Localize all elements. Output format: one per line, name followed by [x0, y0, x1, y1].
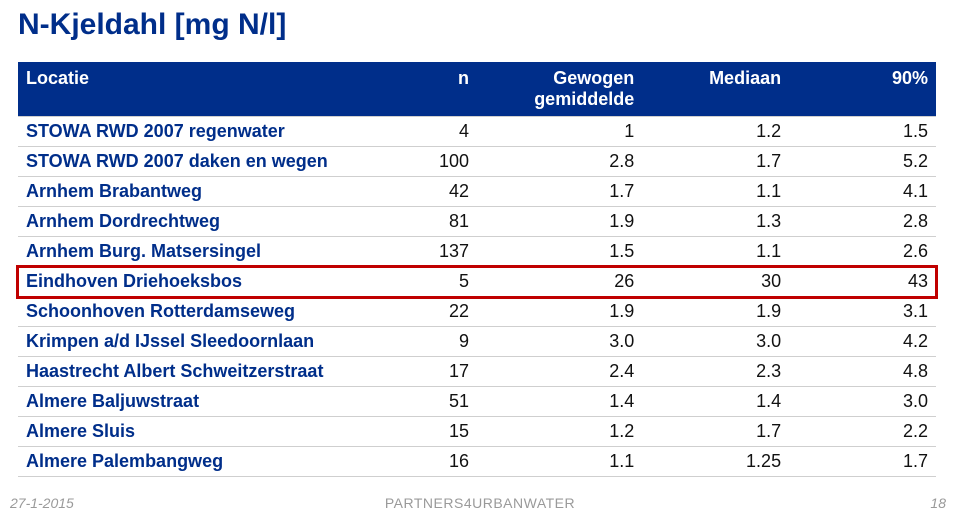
cell-p90: 5.2 — [789, 147, 936, 177]
table-row: Haastrecht Albert Schweitzerstraat172.42… — [18, 357, 936, 387]
cell-mediaan: 1.25 — [642, 447, 789, 477]
table-row: Almere Baljuwstraat511.41.43.0 — [18, 387, 936, 417]
cell-locatie: Schoonhoven Rotterdamseweg — [18, 297, 367, 327]
cell-n: 9 — [367, 327, 477, 357]
cell-gewogen: 1.9 — [477, 297, 642, 327]
cell-locatie: Krimpen a/d IJssel Sleedoornlaan — [18, 327, 367, 357]
cell-locatie: Eindhoven Driehoeksbos — [18, 267, 367, 297]
cell-locatie: STOWA RWD 2007 daken en wegen — [18, 147, 367, 177]
cell-mediaan: 1.9 — [642, 297, 789, 327]
cell-locatie: STOWA RWD 2007 regenwater — [18, 117, 367, 147]
cell-p90: 1.5 — [789, 117, 936, 147]
col-header-n: n — [367, 62, 477, 117]
cell-locatie: Almere Palembangweg — [18, 447, 367, 477]
cell-locatie: Haastrecht Albert Schweitzerstraat — [18, 357, 367, 387]
cell-gewogen: 1.4 — [477, 387, 642, 417]
cell-locatie: Arnhem Burg. Matsersingel — [18, 237, 367, 267]
cell-mediaan: 1.7 — [642, 147, 789, 177]
cell-p90: 4.1 — [789, 177, 936, 207]
footer-watermark: PARTNERS4URBANWATER — [385, 495, 575, 511]
footer-date: 27-1-2015 — [10, 495, 74, 511]
cell-mediaan: 1.1 — [642, 237, 789, 267]
cell-locatie: Arnhem Brabantweg — [18, 177, 367, 207]
cell-n: 4 — [367, 117, 477, 147]
cell-gewogen: 1.1 — [477, 447, 642, 477]
cell-mediaan: 3.0 — [642, 327, 789, 357]
cell-mediaan: 30 — [642, 267, 789, 297]
cell-gewogen: 1.7 — [477, 177, 642, 207]
cell-n: 16 — [367, 447, 477, 477]
cell-mediaan: 2.3 — [642, 357, 789, 387]
cell-gewogen: 1.2 — [477, 417, 642, 447]
table-row: Almere Sluis151.21.72.2 — [18, 417, 936, 447]
cell-locatie: Almere Baljuwstraat — [18, 387, 367, 417]
cell-gewogen: 1.5 — [477, 237, 642, 267]
table-row: Eindhoven Driehoeksbos5263043 — [18, 267, 936, 297]
cell-p90: 3.0 — [789, 387, 936, 417]
cell-gewogen: 3.0 — [477, 327, 642, 357]
table-header-row: Locatie n Gewogen gemiddelde Mediaan 90% — [18, 62, 936, 117]
cell-n: 15 — [367, 417, 477, 447]
data-table: Locatie n Gewogen gemiddelde Mediaan 90%… — [18, 62, 936, 477]
cell-n: 5 — [367, 267, 477, 297]
cell-p90: 43 — [789, 267, 936, 297]
cell-locatie: Arnhem Dordrechtweg — [18, 207, 367, 237]
cell-n: 51 — [367, 387, 477, 417]
cell-p90: 1.7 — [789, 447, 936, 477]
footer-page-number: 18 — [930, 495, 946, 511]
col-header-p90: 90% — [789, 62, 936, 117]
table-body: STOWA RWD 2007 regenwater411.21.5STOWA R… — [18, 117, 936, 477]
table-row: STOWA RWD 2007 daken en wegen1002.81.75.… — [18, 147, 936, 177]
table-row: Arnhem Burg. Matsersingel1371.51.12.6 — [18, 237, 936, 267]
table-container: Locatie n Gewogen gemiddelde Mediaan 90%… — [0, 42, 960, 477]
cell-mediaan: 1.2 — [642, 117, 789, 147]
cell-p90: 2.8 — [789, 207, 936, 237]
page-title: N-Kjeldahl [mg N/l] — [0, 0, 960, 42]
cell-p90: 2.6 — [789, 237, 936, 267]
cell-p90: 4.8 — [789, 357, 936, 387]
table-row: Almere Palembangweg161.11.251.7 — [18, 447, 936, 477]
cell-locatie: Almere Sluis — [18, 417, 367, 447]
table-row: Arnhem Dordrechtweg811.91.32.8 — [18, 207, 936, 237]
cell-n: 17 — [367, 357, 477, 387]
cell-n: 22 — [367, 297, 477, 327]
cell-gewogen: 1.9 — [477, 207, 642, 237]
cell-gewogen: 2.8 — [477, 147, 642, 177]
table-row: Arnhem Brabantweg421.71.14.1 — [18, 177, 936, 207]
cell-p90: 4.2 — [789, 327, 936, 357]
cell-mediaan: 1.4 — [642, 387, 789, 417]
col-header-locatie: Locatie — [18, 62, 367, 117]
cell-gewogen: 1 — [477, 117, 642, 147]
cell-n: 81 — [367, 207, 477, 237]
cell-n: 100 — [367, 147, 477, 177]
table-row: Krimpen a/d IJssel Sleedoornlaan93.03.04… — [18, 327, 936, 357]
cell-p90: 3.1 — [789, 297, 936, 327]
cell-n: 137 — [367, 237, 477, 267]
cell-mediaan: 1.3 — [642, 207, 789, 237]
table-row: STOWA RWD 2007 regenwater411.21.5 — [18, 117, 936, 147]
cell-mediaan: 1.7 — [642, 417, 789, 447]
cell-gewogen: 26 — [477, 267, 642, 297]
table-row: Schoonhoven Rotterdamseweg221.91.93.1 — [18, 297, 936, 327]
cell-n: 42 — [367, 177, 477, 207]
cell-p90: 2.2 — [789, 417, 936, 447]
col-header-gewogen: Gewogen gemiddelde — [477, 62, 642, 117]
col-header-mediaan: Mediaan — [642, 62, 789, 117]
cell-mediaan: 1.1 — [642, 177, 789, 207]
cell-gewogen: 2.4 — [477, 357, 642, 387]
